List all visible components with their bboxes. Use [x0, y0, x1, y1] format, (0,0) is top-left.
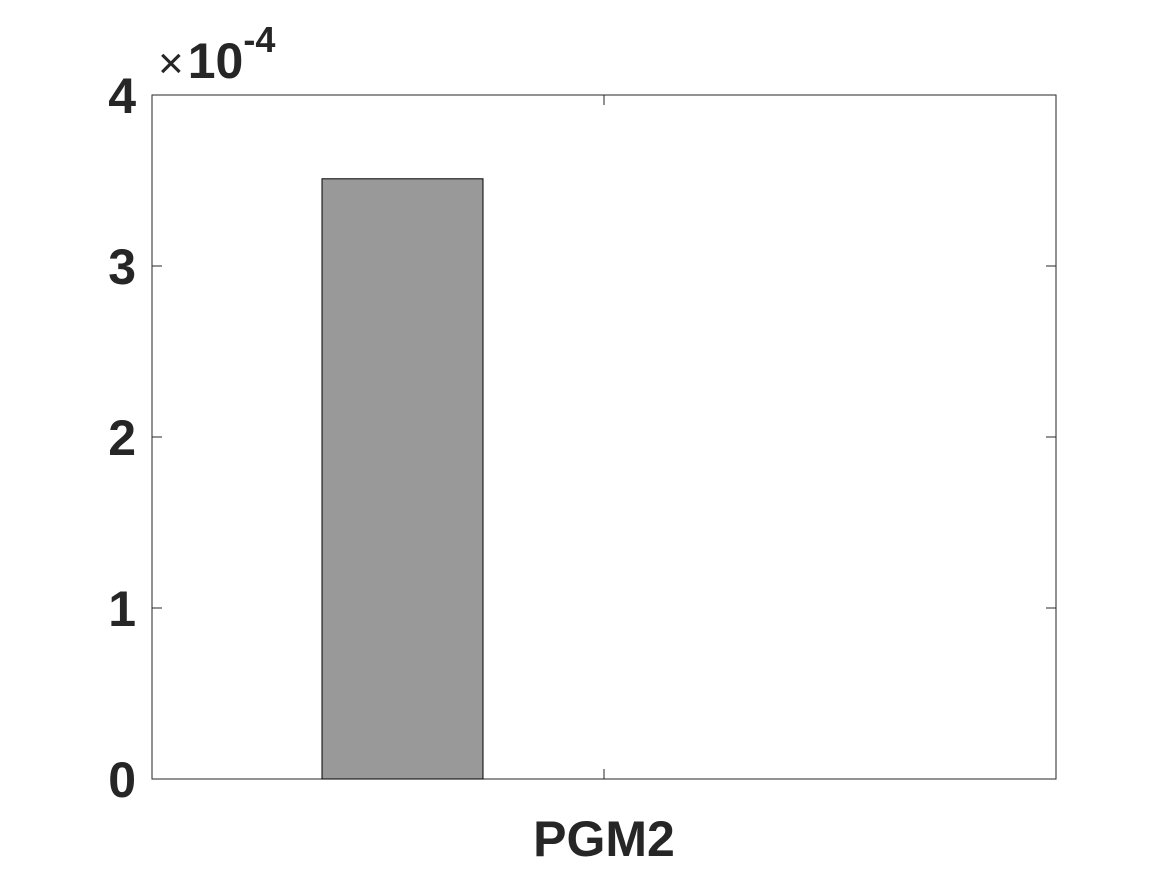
- y-exponent-times: ×: [158, 39, 184, 88]
- y-tick-label: 1: [108, 581, 136, 637]
- y-tick-label: 3: [108, 239, 136, 295]
- y-tick-label: 4: [108, 68, 136, 124]
- y-exponent-power: -4: [243, 19, 275, 60]
- y-tick-labels: 0 1 2 3 4: [108, 68, 136, 808]
- bars-layer: [321, 178, 484, 780]
- y-tick-label: 2: [108, 410, 136, 466]
- bar: [321, 178, 484, 780]
- ticks-layer: [152, 94, 1056, 780]
- y-exponent-base: 10: [188, 33, 244, 89]
- y-exponent-label: ×10-4: [158, 19, 275, 89]
- x-tick-label: PGM2: [533, 811, 675, 867]
- x-tick-labels: PGM2: [533, 811, 675, 867]
- y-tick-label: 0: [108, 752, 136, 808]
- plot-area: [151, 94, 1057, 780]
